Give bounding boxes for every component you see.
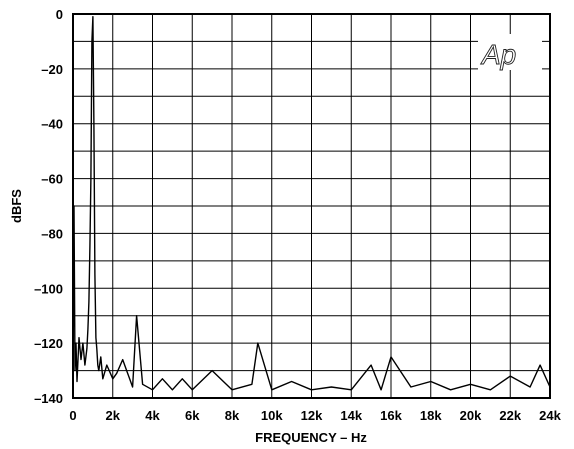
x-tick-label: 6k [185, 408, 200, 423]
x-tick-label: 18k [420, 408, 442, 423]
x-tick-label: 8k [225, 408, 240, 423]
spectrum-trace [72, 16, 551, 391]
x-tick-label: 12k [301, 408, 323, 423]
y-tick-label: 0 [56, 7, 63, 22]
y-tick-label: –100 [34, 281, 63, 296]
x-tick-label: 2k [106, 408, 121, 423]
x-tick-label: 4k [145, 408, 160, 423]
x-axis-ticks: 0 2k 4k 6k 8k 10k 12k 14k 16k 18k 20k 22k 24k [69, 408, 561, 423]
ap-logo: Ap [480, 39, 516, 70]
grid [73, 14, 550, 398]
x-tick-label: 22k [499, 408, 521, 423]
x-tick-label: 20k [460, 408, 482, 423]
y-tick-label: –80 [41, 226, 63, 241]
plot-frame [72, 13, 551, 399]
y-axis-label: dBFS [9, 189, 24, 223]
x-tick-label: 10k [261, 408, 283, 423]
logo-group: Ap [478, 34, 542, 70]
x-tick-label: 14k [340, 408, 362, 423]
y-tick-label: –140 [34, 391, 63, 406]
x-axis-label: FREQUENCY – Hz [255, 430, 367, 445]
y-axis-ticks: 0 –20 –40 –60 –80 –100 –120 –140 [34, 7, 63, 406]
y-tick-label: –20 [41, 62, 63, 77]
y-tick-label: –40 [41, 117, 63, 132]
x-tick-label: 0 [69, 408, 76, 423]
y-tick-label: –120 [34, 336, 63, 351]
x-tick-label: 24k [539, 408, 561, 423]
x-tick-label: 16k [380, 408, 402, 423]
y-tick-label: –60 [41, 172, 63, 187]
